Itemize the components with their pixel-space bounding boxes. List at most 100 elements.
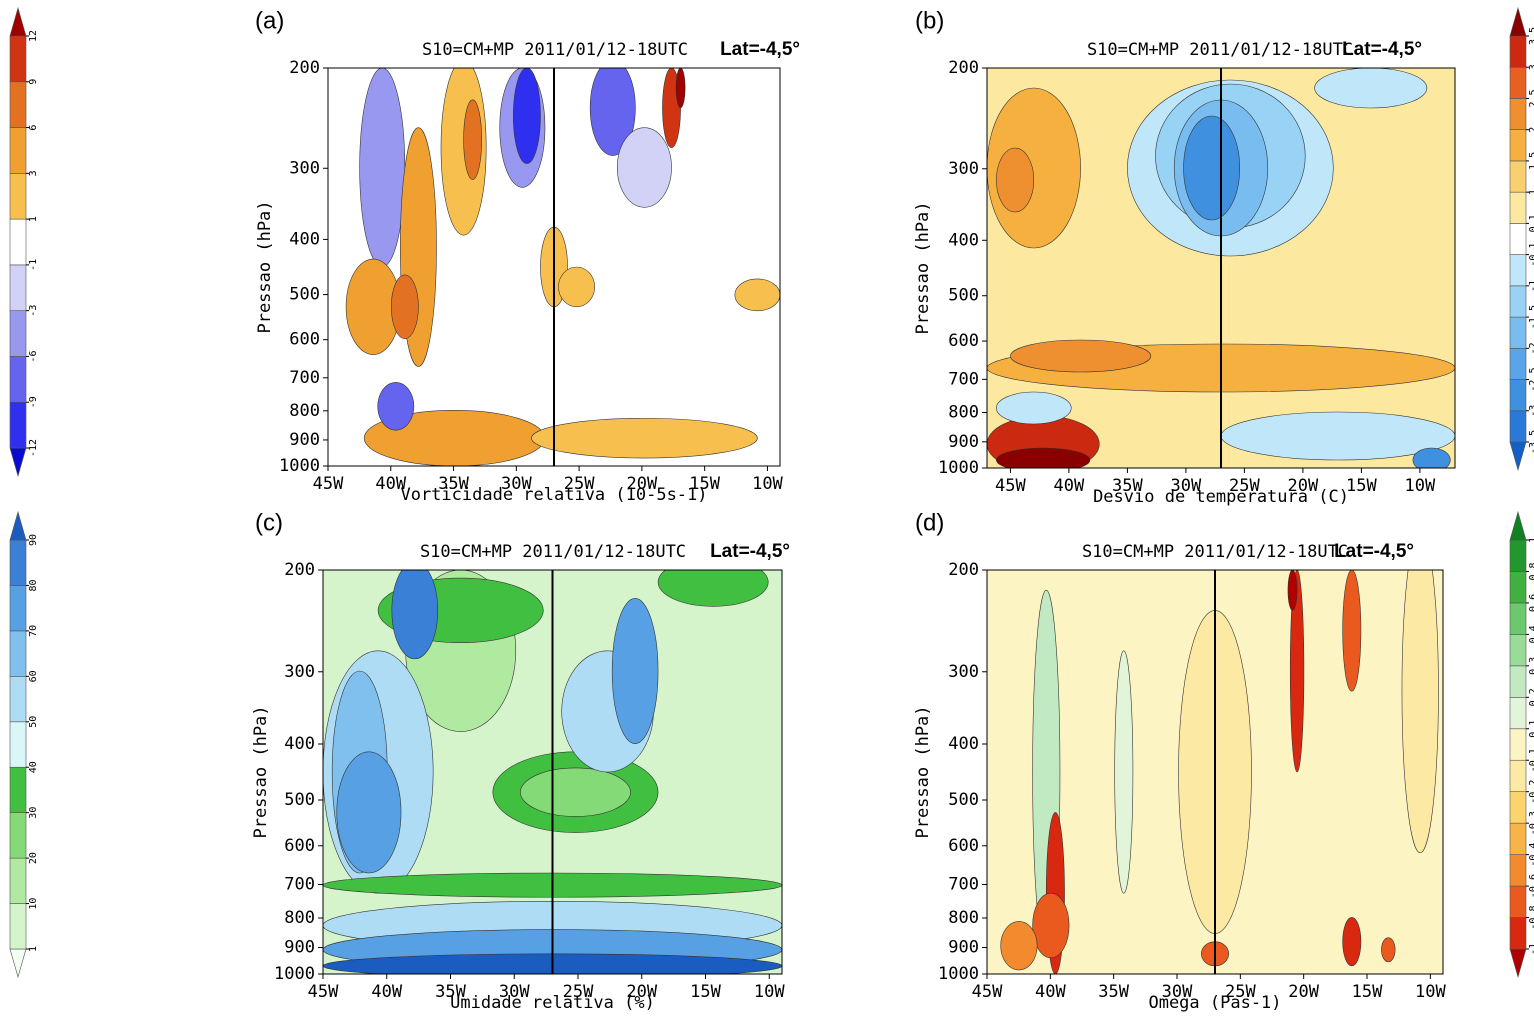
- x-tick-label: 45W: [995, 476, 1026, 496]
- colorbar-segment: [1509, 885, 1527, 918]
- y-tick-label: 300: [289, 158, 320, 178]
- x-tick-label: 25W: [564, 474, 595, 494]
- colorbar-label: 1.5: [1528, 152, 1534, 170]
- x-tick-label: 35W: [438, 474, 469, 494]
- colorbar-segment: [1509, 665, 1527, 698]
- contour-region: [1314, 68, 1428, 109]
- contour-region: [377, 382, 415, 431]
- x-tick-label: 20W: [626, 982, 657, 1002]
- x-tick-label: 30W: [1171, 476, 1202, 496]
- contour-region: [589, 68, 636, 156]
- y-tick-label: 300: [948, 662, 979, 682]
- colorbar-segment: [9, 310, 27, 357]
- y-tick-label: 300: [948, 159, 979, 179]
- contour-region: [1381, 937, 1396, 963]
- colorbar-label: 0.1: [1528, 214, 1534, 232]
- colorbar-label: 3: [28, 170, 39, 176]
- colorbar-segment: [9, 948, 27, 979]
- y-tick-label: 200: [948, 58, 979, 78]
- colorbar-segment: [1509, 98, 1527, 130]
- y-tick-label: 300: [284, 662, 315, 682]
- colorbar-segment: [9, 35, 27, 83]
- y-axis-label: Pressao (hPa): [251, 705, 271, 838]
- colorbar-label: -3.5: [1528, 430, 1534, 454]
- colorbar-label: 1: [28, 946, 39, 952]
- chart-title: S10=CM+MP 2011/01/12-18UTC: [1087, 40, 1353, 60]
- colorbar-segment: [1509, 379, 1527, 412]
- colorbar-segment: [1509, 571, 1527, 604]
- x-tick-label: 10W: [754, 982, 785, 1002]
- colorbar-segment: [1509, 791, 1527, 824]
- y-tick-label: 1000: [938, 458, 979, 478]
- colorbar-label: 0.2: [1528, 688, 1534, 706]
- colorbar-label: -3: [28, 305, 39, 317]
- colorbar-segment: [1509, 191, 1527, 224]
- contour-region: [616, 127, 672, 208]
- colorbar-segment: [1509, 35, 1527, 68]
- colorbar-segment: [1509, 854, 1527, 887]
- contour-region: [1412, 447, 1451, 468]
- colorbar-label: -1: [1528, 280, 1534, 292]
- colorbar-label: 2.5: [1528, 89, 1534, 107]
- y-tick-label: 400: [948, 230, 979, 250]
- colorbar-segment: [1509, 410, 1527, 443]
- colorbar-label: 10: [28, 898, 39, 910]
- contour-region: [657, 570, 769, 607]
- x-tick-label: 15W: [689, 474, 720, 494]
- colorbar-segment: [9, 356, 27, 403]
- x-tick-label: 45W: [972, 982, 1003, 1002]
- colorbar-segment: [1509, 160, 1527, 193]
- colorbar-segment: [9, 6, 27, 37]
- y-tick-label: 800: [948, 908, 979, 928]
- x-axis-label: Vorticidade relativa (10-5s-1): [400, 485, 707, 505]
- x-tick-label: 10W: [1405, 476, 1436, 496]
- x-tick-label: 35W: [1112, 476, 1143, 496]
- chart-title: S10=CM+MP 2011/01/12-18UTC: [1082, 542, 1348, 562]
- chart-title: S10=CM+MP 2011/01/12-18UTC: [422, 40, 688, 60]
- colorbar-label: 0.1: [1528, 720, 1534, 738]
- colorbar-label: -1: [28, 259, 39, 271]
- contour-region: [336, 751, 402, 874]
- colorbar-segment: [1509, 822, 1527, 855]
- colorbar-segment: [9, 766, 27, 813]
- colorbar-label: -0.4: [1528, 843, 1534, 867]
- colorbar-segment: [9, 630, 27, 677]
- y-tick-label: 900: [284, 938, 315, 958]
- y-tick-label: 400: [289, 229, 320, 249]
- colorbar-segment: [9, 218, 27, 266]
- colorbar-segment: [9, 812, 27, 859]
- x-tick-label: 35W: [435, 982, 466, 1002]
- colorbar-label: 1: [1528, 189, 1534, 195]
- contour-region: [1010, 339, 1152, 373]
- colorbar-label: 70: [28, 625, 39, 637]
- x-tick-label: 40W: [375, 474, 406, 494]
- y-tick-label: 700: [289, 368, 320, 388]
- contour-region: [996, 447, 1091, 468]
- colorbar-segment: [1509, 697, 1527, 730]
- colorbar-segment: [9, 539, 27, 586]
- y-tick-label: 500: [948, 790, 979, 810]
- contour-region: [734, 278, 780, 312]
- panel-label: (c): [255, 509, 283, 536]
- contour-region: [996, 391, 1072, 425]
- colorbar-label: -0.6: [1528, 874, 1534, 898]
- colorbar-label: 0.3: [1528, 657, 1534, 675]
- colorbar-segment: [9, 510, 27, 541]
- x-tick-label: 20W: [1288, 476, 1319, 496]
- x-axis-label: Omega (Pas-1): [1148, 993, 1281, 1013]
- x-tick-label: 35W: [1098, 982, 1129, 1002]
- y-tick-label: 600: [289, 330, 320, 350]
- contour-region: [1000, 921, 1038, 971]
- y-tick-label: 600: [948, 836, 979, 856]
- y-tick-label: 800: [289, 401, 320, 421]
- y-tick-label: 1000: [274, 964, 315, 984]
- colorbar-label: 12: [28, 30, 39, 42]
- contour-region: [1183, 115, 1241, 221]
- x-tick-label: 10W: [752, 474, 783, 494]
- x-tick-label: 40W: [1054, 476, 1085, 496]
- colorbar-label: 2: [1528, 127, 1534, 133]
- x-tick-label: 20W: [1288, 982, 1319, 1002]
- panel-label: (d): [915, 509, 944, 536]
- contour-region: [391, 570, 439, 660]
